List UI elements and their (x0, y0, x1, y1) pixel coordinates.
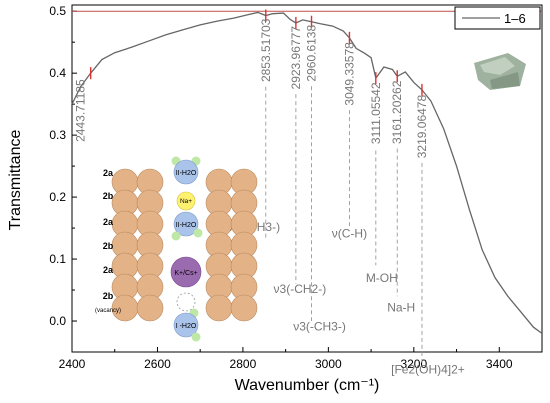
y-tick-label: 0.3 (49, 128, 66, 142)
peak-assignment: [Fe2(OH)4]2+ (391, 363, 465, 377)
y-axis-title: Transmittance (7, 130, 24, 231)
peak-assignment: ν3(-CH2-) (274, 282, 327, 296)
peak-annotations: 2443.711852853.51703ν1(-CH3-)2923.96777ν… (74, 9, 465, 377)
x-tick-label: 2600 (144, 357, 171, 371)
sodium-ion (176, 191, 196, 211)
peak-label: 2923.96777 (289, 26, 303, 90)
x-tick-label: 3000 (315, 357, 342, 371)
mineral-sample-image (474, 53, 526, 90)
y-tick-label: 0.5 (49, 4, 66, 18)
layer-label: 2b (103, 291, 114, 301)
vacancy-note: (vacancy) (95, 308, 121, 314)
legend: 1–6 (454, 6, 541, 30)
hydrogen-dot (191, 332, 201, 342)
peak-label: 3111.05542 (369, 82, 383, 144)
peak-label: 3161.20262 (390, 80, 404, 144)
water-molecule-1-label: II-H2O (176, 170, 197, 177)
x-tick-label: 3400 (486, 357, 513, 371)
layer-label: 2a (103, 217, 114, 227)
water-molecule-1 (173, 159, 199, 185)
layer-label: 2b (103, 241, 114, 251)
legend-label: 1–6 (504, 11, 526, 26)
x-axis-title: Wavenumber (cm⁻¹) (235, 377, 380, 394)
x-tick-label: 3200 (400, 357, 427, 371)
layer-labels: 2a 2b 2a 2b 2a 2b (103, 168, 114, 301)
y-tick-label: 0.4 (49, 66, 66, 80)
peak-label: 2443.71185 (74, 79, 88, 142)
potassium-cesium-ion (170, 256, 202, 288)
peak-assignment: Na-H (387, 301, 415, 315)
y-tick-label: 0.2 (49, 190, 66, 204)
peak-label: 2960.6138 (305, 25, 319, 82)
layer-label: 2b (103, 191, 114, 201)
potassium-cesium-ion-label: K+/Cs+ (174, 270, 197, 277)
layer-structure-inset: 2a 2b 2a 2b 2a 2b (vacancy) II-H2O Na+ II-H2O… (95, 156, 258, 342)
peak-assignment: M-OH (366, 271, 398, 285)
peak-assignment: ν3(-CH3-) (293, 319, 346, 333)
octahedron-site (136, 294, 164, 322)
vacancy-site (176, 292, 196, 312)
water-molecule-2 (173, 211, 199, 237)
x-axis: 2400 2600 2800 3000 3200 3400 (59, 347, 513, 371)
peak-label: 2853.51703 (259, 18, 273, 82)
peak-assignment: ν(C-H) (332, 226, 367, 240)
hydrogen-dot (171, 231, 181, 241)
water-molecule-3 (173, 312, 199, 338)
x-tick-label: 2800 (230, 357, 257, 371)
octahedra-right-column (205, 168, 258, 322)
y-tick-label: 0.1 (49, 252, 66, 266)
peak-label: 3049.33578 (342, 42, 356, 106)
layer-label: 2a (103, 265, 114, 275)
series-line (71, 11, 543, 334)
layer-label: 2a (103, 168, 114, 178)
sodium-ion-label: Na+ (180, 198, 192, 205)
x-tick-label: 2400 (59, 357, 86, 371)
octahedron-site (230, 294, 258, 322)
hydrogen-dot (193, 228, 203, 238)
y-tick-label: 0.0 (49, 314, 66, 328)
water-molecule-3-label: I -H2O (176, 323, 197, 330)
water-molecule-2-label: II-H2O (176, 222, 197, 229)
peak-label: 3219.06478 (415, 95, 429, 159)
octahedra-left-column (111, 168, 164, 322)
octahedron-site (205, 294, 233, 322)
